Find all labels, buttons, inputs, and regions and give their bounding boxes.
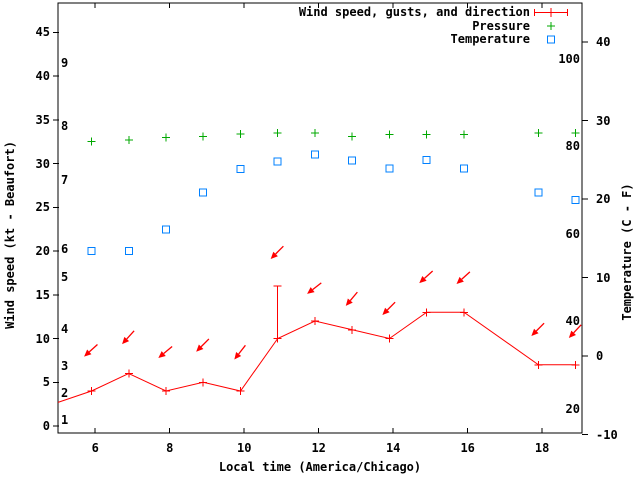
temperature-point <box>199 188 208 197</box>
wind-direction-arrowhead <box>345 298 353 306</box>
wind-direction-arrow <box>238 344 246 355</box>
wind-line <box>57 311 576 403</box>
wind-direction-arrow <box>386 301 396 311</box>
y-left-tick-label: 35 <box>35 112 50 127</box>
wind-direction-arrow <box>163 345 173 355</box>
beaufort-tick-label: 4 <box>61 321 69 336</box>
temperature-point <box>348 156 357 165</box>
beaufort-tick-label: 2 <box>61 385 69 400</box>
wind-direction-arrowhead <box>568 330 576 338</box>
temperature-point <box>273 157 282 166</box>
wind-direction-arrow <box>573 324 582 334</box>
x-tick-label: 6 <box>91 441 99 455</box>
y-right-c-tick-label: 40 <box>596 35 611 49</box>
y-right-f-tick-label: 20 <box>565 401 580 416</box>
x-axis-title: Local time (America/Chicago) <box>218 460 422 474</box>
wind-direction-arrow <box>312 282 322 291</box>
beaufort-tick-label: 6 <box>61 242 69 257</box>
wind-direction-arrowhead <box>382 307 390 315</box>
temperature-point <box>571 195 580 204</box>
wind-direction-arrow <box>535 322 545 332</box>
x-tick-label: 18 <box>534 441 550 455</box>
wind-direction-arrowhead <box>196 344 204 352</box>
y-right-c-tick-label: -10 <box>596 427 618 442</box>
y-left-tick-label: 25 <box>35 200 50 215</box>
x-tick-label: 8 <box>166 441 174 455</box>
wind-direction-arrowhead <box>158 351 166 359</box>
temperature-point <box>310 150 319 159</box>
y-left-tick-label: 20 <box>35 244 50 258</box>
temperature-point <box>87 246 96 255</box>
wind-direction-arrowhead <box>307 287 315 294</box>
y2-axis-title: Temperature (C - F) <box>620 183 634 321</box>
wind-direction-arrow <box>88 344 98 353</box>
x-tick-label: 12 <box>311 441 326 455</box>
wind-direction-arrow <box>349 291 358 301</box>
y-left-tick-label: 30 <box>35 156 50 171</box>
wind-direction-arrowhead <box>84 349 92 357</box>
y-left-tick-label: 15 <box>35 287 50 302</box>
x-tick-label: 14 <box>385 441 401 455</box>
y-right-f-tick-label: 80 <box>565 139 580 154</box>
temperature-point <box>236 165 245 174</box>
wind-series <box>57 245 582 403</box>
beaufort-tick-label: 8 <box>61 118 69 133</box>
wind-direction-arrow <box>275 245 284 255</box>
y-right-c-tick-label: 0 <box>596 349 604 363</box>
temperature-point <box>459 164 468 173</box>
y-right-c-tick-label: 10 <box>596 270 611 285</box>
y-right-c-tick-label: 30 <box>596 113 611 128</box>
beaufort-tick-label: 1 <box>61 412 69 427</box>
legend-label-pressure: Pressure <box>472 18 530 33</box>
wind-direction-arrow <box>461 271 471 280</box>
y-left-tick-label: 40 <box>35 69 50 83</box>
temperature-point <box>422 155 431 164</box>
beaufort-tick-label: 9 <box>61 55 69 70</box>
legend-label-wind: Wind speed, gusts, and direction <box>298 5 530 19</box>
legend-symbols <box>534 8 568 44</box>
temperature-series <box>87 150 580 255</box>
axis-ticks <box>53 3 588 435</box>
pressure-series <box>87 128 580 146</box>
beaufort-tick-label: 5 <box>61 270 69 285</box>
y-right-f-tick-label: 100 <box>558 52 580 67</box>
wind-direction-arrow <box>126 330 135 340</box>
wind-direction-arrowhead <box>531 328 539 336</box>
plot-border <box>57 2 583 434</box>
legend-label-temperature: Temperature <box>450 32 530 46</box>
y-right-c-tick-label: 20 <box>596 192 611 206</box>
wind-direction-arrowhead <box>270 251 278 259</box>
temperature-point <box>124 246 133 255</box>
wind-direction-arrowhead <box>122 336 130 345</box>
beaufort-tick-label: 7 <box>61 173 69 188</box>
y-left-tick-label: 0 <box>42 419 50 433</box>
y-left-tick-label: 10 <box>35 331 50 346</box>
wind-direction-arrowhead <box>456 276 464 284</box>
temperature-point <box>534 188 543 197</box>
beaufort-tick-label: 3 <box>61 358 69 373</box>
temperature-point <box>162 225 171 234</box>
wind-direction-arrow <box>424 270 434 279</box>
y-axis-title: Wind speed (kt - Beaufort) <box>3 141 17 329</box>
temperature-legend-symbol <box>547 35 555 44</box>
y-left-tick-label: 45 <box>35 25 50 40</box>
temperature-point <box>385 164 394 173</box>
wind-direction-arrow <box>200 338 210 348</box>
wind-direction-arrowhead <box>419 276 427 284</box>
y-left-tick-label: 5 <box>42 375 50 390</box>
x-tick-label: 16 <box>460 441 475 455</box>
y-right-f-tick-label: 60 <box>565 226 580 241</box>
y-right-f-tick-label: 40 <box>565 314 580 329</box>
x-tick-label: 10 <box>236 441 252 455</box>
wind-direction-arrowhead <box>234 352 242 360</box>
